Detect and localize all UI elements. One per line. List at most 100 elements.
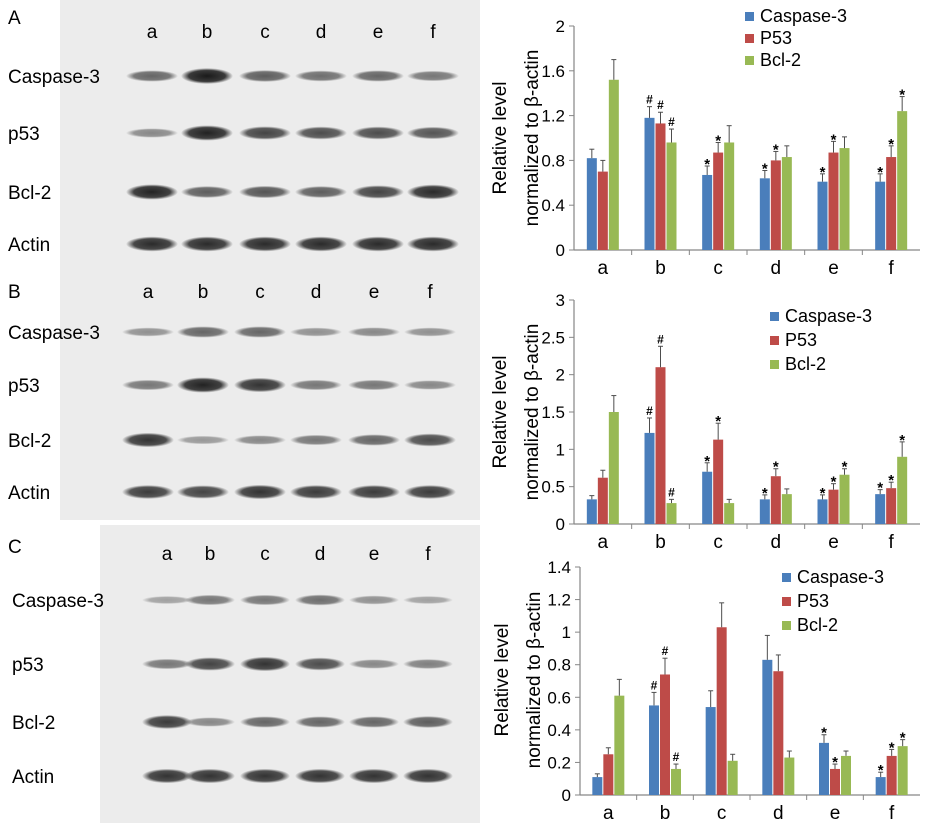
legend-swatch	[782, 597, 791, 606]
bar-bcl-2	[724, 142, 735, 250]
blot-band	[177, 377, 229, 393]
y-tick-label: 0	[556, 515, 565, 534]
bar-bcl-2	[671, 768, 681, 795]
blot-band	[181, 236, 233, 252]
bar-bcl-2	[727, 760, 738, 795]
blot-row-actin: Actin	[8, 483, 456, 504]
legend-swatch	[745, 34, 754, 43]
legend-swatch	[745, 12, 754, 21]
blot-band	[290, 379, 342, 391]
blot-band	[295, 716, 345, 728]
blot-band	[142, 715, 192, 729]
y-tick-label: 0.4	[547, 721, 571, 740]
legend-swatch	[770, 312, 779, 321]
blot-band	[239, 185, 291, 199]
bar-chart: 0 0.4 0.8 1.2 1.6 2 a b c d e f # # # * * * * * * * * * Relative…	[490, 6, 920, 279]
blot-band	[234, 377, 286, 393]
blot-row-actin: Actin	[12, 767, 453, 788]
blot-row-label: Actin	[8, 483, 50, 504]
bar-bcl-2	[666, 142, 677, 250]
blot-band	[234, 326, 286, 338]
blot-band	[290, 485, 342, 499]
blot-band	[142, 658, 192, 670]
bar-caspase-3	[759, 178, 770, 250]
bar-bcl-2	[897, 456, 908, 524]
significance-marker: #	[668, 485, 675, 499]
bar-bcl-2	[666, 503, 677, 524]
blot-row-label: Bcl-2	[8, 431, 51, 452]
blot-row-label: Caspase-3	[8, 67, 100, 88]
significance-marker: *	[888, 136, 894, 153]
blot-band	[126, 236, 178, 252]
blot-band	[407, 70, 459, 82]
panel-letter: C	[8, 537, 22, 558]
significance-marker: *	[820, 164, 826, 181]
blot-band	[407, 184, 459, 200]
significance-marker: *	[762, 485, 768, 502]
y-tick-label: 1.5	[541, 403, 565, 422]
bar-bcl-2	[724, 503, 735, 524]
blot-band	[181, 125, 233, 141]
significance-marker: #	[668, 115, 675, 129]
x-tick-label: e	[830, 803, 841, 823]
significance-marker: #	[662, 644, 669, 658]
significance-marker: *	[877, 480, 883, 497]
blot-lane-label: e	[369, 544, 380, 565]
blot-lane-label: f	[425, 544, 431, 565]
blot-lane-label: e	[373, 22, 384, 43]
blot-band	[295, 768, 345, 784]
bar-caspase-3	[705, 707, 716, 795]
significance-marker: *	[900, 730, 906, 747]
blot-band	[181, 68, 233, 84]
blot-band	[234, 484, 286, 500]
legend-entry: Bcl-2	[785, 354, 826, 374]
y-tick-label: 0.4	[541, 196, 565, 215]
blot-band	[404, 327, 456, 337]
panel-letter: B	[8, 282, 21, 303]
significance-marker: #	[657, 332, 664, 346]
legend-swatch	[745, 56, 754, 65]
x-tick-label: a	[598, 258, 609, 279]
y-axis-label: Relative level normalized to β-actin	[490, 324, 543, 501]
legend-entry: P53	[797, 591, 829, 611]
legend-swatch	[770, 336, 779, 345]
y-tick-label: 1.2	[547, 591, 571, 610]
blot-lane-label: b	[198, 282, 209, 303]
blot-row-bcl-2: Bcl-2	[8, 183, 459, 204]
blot-band	[403, 716, 453, 728]
blot-band	[185, 717, 235, 727]
bar-p53	[886, 157, 897, 250]
y-axis-label: Relative level normalized to β-actin	[490, 50, 543, 227]
blot-lane-label: d	[311, 282, 322, 303]
blot-band	[348, 434, 400, 446]
blot-row-actin: Actin	[8, 235, 459, 256]
blot-lane-label: b	[205, 544, 216, 565]
y-axis-label-line1: Relative level	[490, 82, 511, 195]
blot-row-label: Caspase-3	[8, 323, 100, 344]
x-tick-label: a	[598, 532, 609, 553]
western-blot: a b c d e f Caspase-3 p53 Bcl-2 Actin	[8, 262, 480, 520]
bar-p53	[886, 755, 897, 795]
panel-a: Aa b c d e f Caspase-3 p53 Bcl-2 Actin 0 0.4 0.8 1.2 1…	[8, 0, 920, 279]
y-tick-label: 2.5	[541, 328, 565, 347]
bar-p53	[597, 171, 608, 250]
bar-p53	[886, 488, 897, 524]
bar-chart: 0 0.5 1 1.5 2 2.5 3 a b c d e f # # # * * * * * * * * * * Relative…	[490, 291, 920, 553]
blot-row-label: p53	[8, 124, 40, 145]
bar-p53	[828, 152, 839, 250]
blot-band	[240, 716, 290, 728]
blot-band	[349, 595, 399, 605]
x-tick-label: c	[713, 258, 723, 279]
blot-band	[177, 326, 229, 338]
bar-bcl-2	[841, 755, 851, 795]
bar-caspase-3	[702, 471, 713, 524]
x-tick-label: b	[655, 258, 666, 279]
blot-lane-label: c	[260, 22, 270, 43]
western-blot: a b c d e f Caspase-3 p53 Bcl-2 Actin	[8, 0, 480, 262]
bar-p53	[655, 123, 666, 250]
blot-band	[240, 594, 290, 606]
y-tick-label: 0	[562, 786, 571, 805]
x-tick-label: a	[603, 803, 614, 823]
blot-band	[240, 768, 290, 784]
bar-bcl-2	[897, 746, 908, 795]
